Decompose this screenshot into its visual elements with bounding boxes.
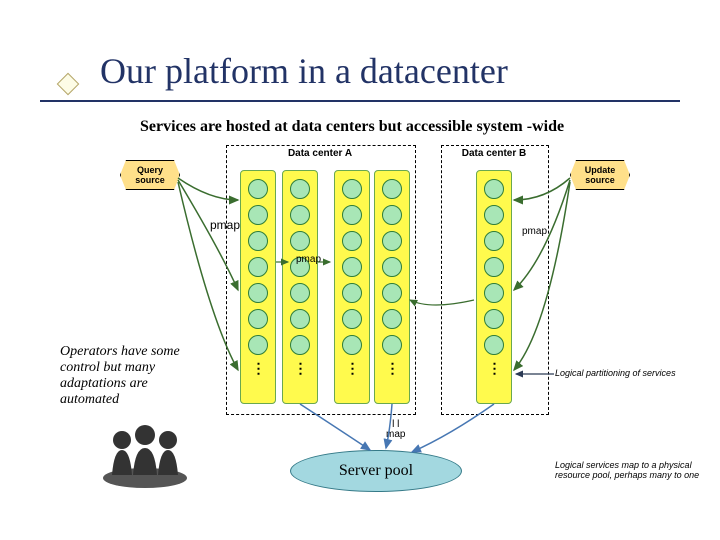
server-pool-ellipse: Server pool [290, 450, 462, 492]
service-node-icon [342, 205, 362, 225]
query-source-label: Query source [123, 165, 177, 185]
service-node-icon [484, 309, 504, 329]
ellipsis-icon: ⋮ [386, 361, 399, 378]
service-node-icon [248, 283, 268, 303]
service-rack: ⋮ [240, 170, 276, 404]
service-node-icon [382, 257, 402, 277]
service-node-icon [290, 179, 310, 199]
operators-people-icon [100, 420, 190, 490]
service-node-icon [290, 283, 310, 303]
service-rack: ⋮ [282, 170, 318, 404]
service-node-icon [484, 283, 504, 303]
service-node-icon [290, 205, 310, 225]
ellipsis-icon: ⋮ [294, 361, 307, 378]
service-node-icon [248, 257, 268, 277]
partitioning-caption: Logical partitioning of services [555, 368, 695, 378]
service-node-icon [382, 231, 402, 251]
pmap-label: pmap [296, 254, 321, 265]
service-node-icon [382, 309, 402, 329]
service-node-icon [248, 231, 268, 251]
service-node-icon [484, 205, 504, 225]
service-node-icon [342, 283, 362, 303]
datacenter-b-label: Data center B [441, 148, 547, 159]
service-node-icon [342, 309, 362, 329]
service-node-icon [248, 205, 268, 225]
update-source-hexagon: Update source [570, 160, 630, 190]
service-rack: ⋮ [374, 170, 410, 404]
service-node-icon [342, 335, 362, 355]
services-map-caption: Logical services map to a physical resou… [555, 460, 705, 481]
service-node-icon [382, 283, 402, 303]
service-node-icon [342, 257, 362, 277]
service-node-icon [248, 335, 268, 355]
title-rule [40, 100, 680, 102]
operators-caption: Operators have some control but many ada… [60, 344, 200, 408]
subtitle: Services are hosted at data centers but … [140, 118, 564, 136]
service-node-icon [484, 231, 504, 251]
datacenter-a-label: Data center A [226, 148, 414, 159]
pmap-label: pmap [210, 218, 240, 232]
update-source-label: Update source [573, 165, 627, 185]
service-node-icon [382, 335, 402, 355]
service-node-icon [382, 205, 402, 225]
title-bullet-icon [57, 73, 80, 96]
ellipsis-icon: ⋮ [252, 361, 265, 378]
service-node-icon [290, 231, 310, 251]
service-node-icon [382, 179, 402, 199]
pmap-label: pmap [522, 226, 547, 237]
query-source-hexagon: Query source [120, 160, 180, 190]
service-node-icon [484, 257, 504, 277]
service-node-icon [342, 179, 362, 199]
service-node-icon [248, 179, 268, 199]
page-title: Our platform in a datacenter [100, 50, 508, 92]
service-node-icon [484, 179, 504, 199]
service-node-icon [484, 335, 504, 355]
service-node-icon [248, 309, 268, 329]
ellipsis-icon: ⋮ [488, 361, 501, 378]
service-node-icon [290, 309, 310, 329]
service-node-icon [342, 231, 362, 251]
server-pool-label: Server pool [339, 462, 413, 480]
service-rack: ⋮ [476, 170, 512, 404]
service-node-icon [290, 335, 310, 355]
llmap-label: l lmap [386, 420, 405, 440]
ellipsis-icon: ⋮ [346, 361, 359, 378]
service-rack: ⋮ [334, 170, 370, 404]
